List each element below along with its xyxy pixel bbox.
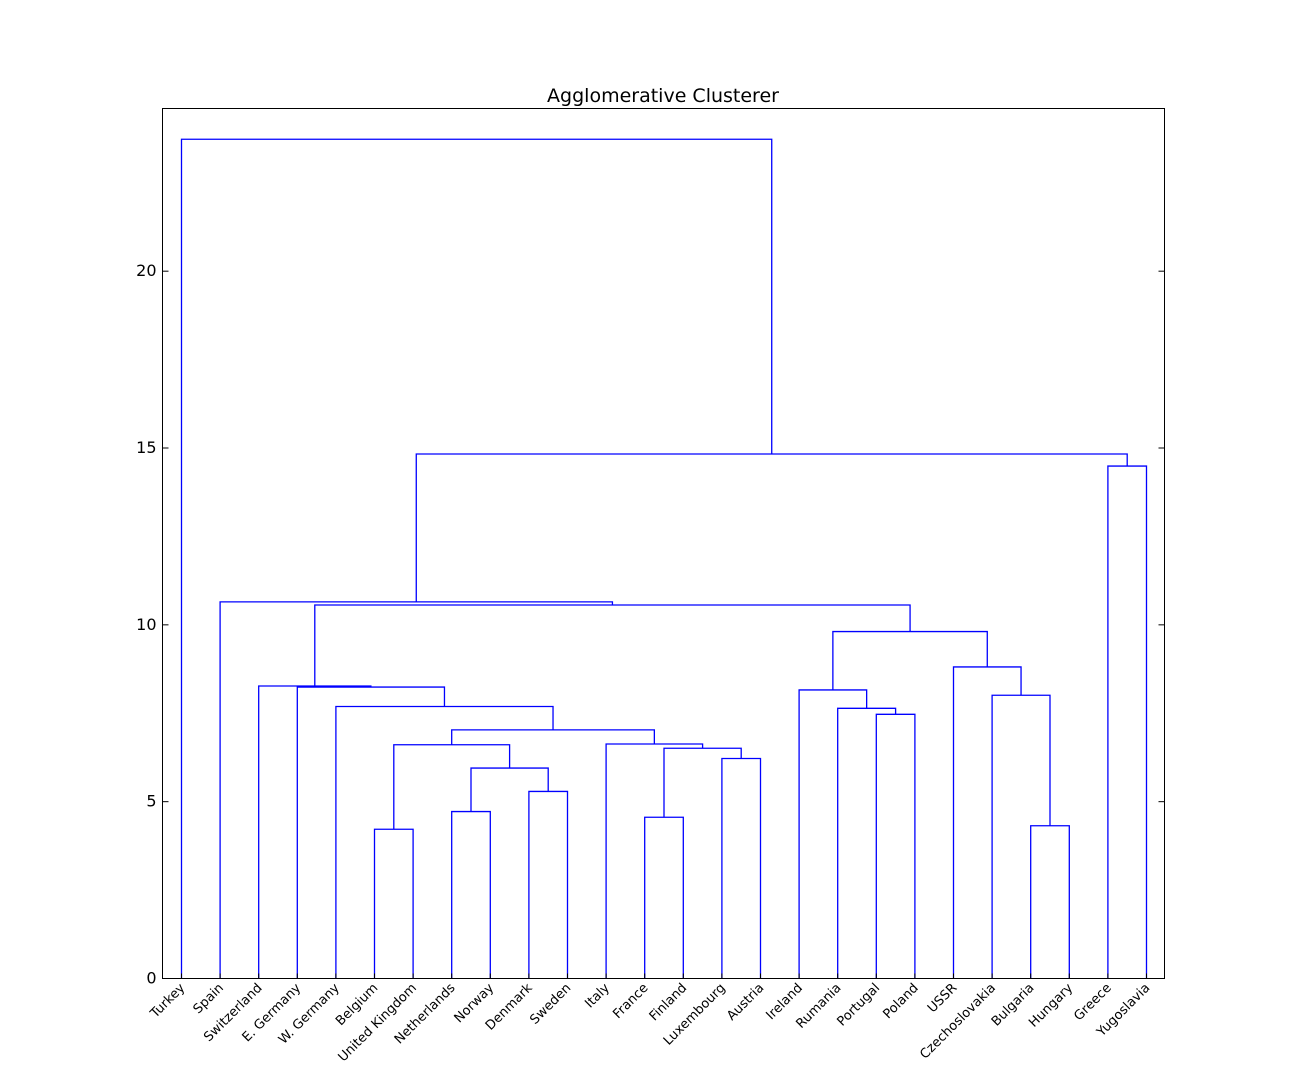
dendrogram-link (219, 601, 614, 979)
dendrogram-link (1107, 465, 1148, 979)
dendrogram-link (258, 685, 372, 979)
x-tick-label: France (610, 981, 651, 1022)
dendrogram-link (798, 689, 868, 979)
dendrogram-link (415, 453, 1128, 602)
dendrogram-link (393, 744, 511, 830)
y-axis: 0 5 10 15 20 (136, 261, 1165, 988)
x-tick-label: Spain (191, 981, 227, 1017)
y-tick-label: 20 (136, 261, 156, 280)
plot-frame (162, 108, 1165, 979)
dendrogram-link (451, 729, 655, 745)
x-tick-label: USSR (925, 981, 960, 1016)
dendrogram-link (644, 816, 684, 979)
dendrogram-link (470, 767, 549, 812)
dendrogram-link (1030, 825, 1070, 979)
chart-title: Agglomerative Clusterer (547, 85, 779, 107)
x-tick-label: Italy (582, 981, 613, 1012)
x-tick-label: Poland (880, 981, 921, 1022)
y-tick-label: 0 (146, 969, 156, 988)
dendrogram-link (832, 630, 988, 690)
dendrogram-link (875, 713, 916, 979)
dendrogram-link (314, 604, 911, 687)
dendrogram-link (373, 828, 414, 979)
dendrogram-link (451, 810, 491, 979)
dendrogram-link (721, 757, 762, 979)
dendrogram-link (605, 743, 704, 979)
dendrogram-link (335, 705, 554, 979)
x-tick-label: Austria (724, 981, 767, 1024)
x-tick-label: Sweden (527, 981, 574, 1028)
dendrogram-link (528, 790, 569, 979)
dendrogram-link (952, 666, 1022, 979)
x-tick-label: Portugal (834, 981, 883, 1030)
dendrogram-link (180, 138, 773, 979)
dendrogram-links (180, 138, 1148, 979)
y-tick-label: 5 (146, 792, 156, 811)
dendrogram-link (991, 694, 1051, 979)
dendrogram-link (837, 707, 897, 979)
y-tick-label: 10 (136, 615, 156, 634)
dendrogram-link (296, 686, 446, 979)
y-tick-label: 15 (136, 438, 156, 457)
